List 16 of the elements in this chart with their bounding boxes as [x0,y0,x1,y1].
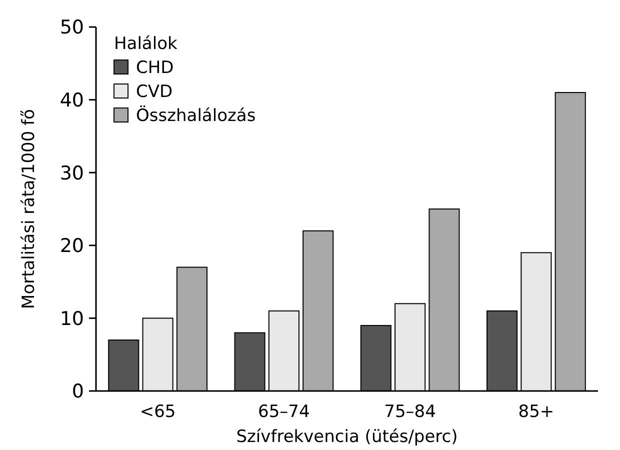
y-tick-label: 40 [60,89,84,112]
legend-label: CHD [136,58,174,78]
legend-label: CVD [136,82,173,102]
x-tick-label: 85+ [518,402,554,422]
x-tick-label: <65 [140,402,176,422]
y-tick-label: 20 [60,235,84,258]
y-tick-label: 10 [60,308,84,330]
y-tick-label: 50 [60,16,84,39]
legend-title: Halálok [114,34,178,54]
y-tick-label: 0 [72,380,84,403]
legend-label: Összhalálozás [136,105,256,126]
y-axis-title: Mortalitási ráta/1000 fő [19,109,39,309]
x-tick-label: 75–84 [384,402,436,422]
x-axis-title: Szívfrekvencia (ütés/perc) [236,427,458,447]
y-tick-label: 30 [60,162,84,184]
x-tick-label: 65–74 [258,402,310,422]
